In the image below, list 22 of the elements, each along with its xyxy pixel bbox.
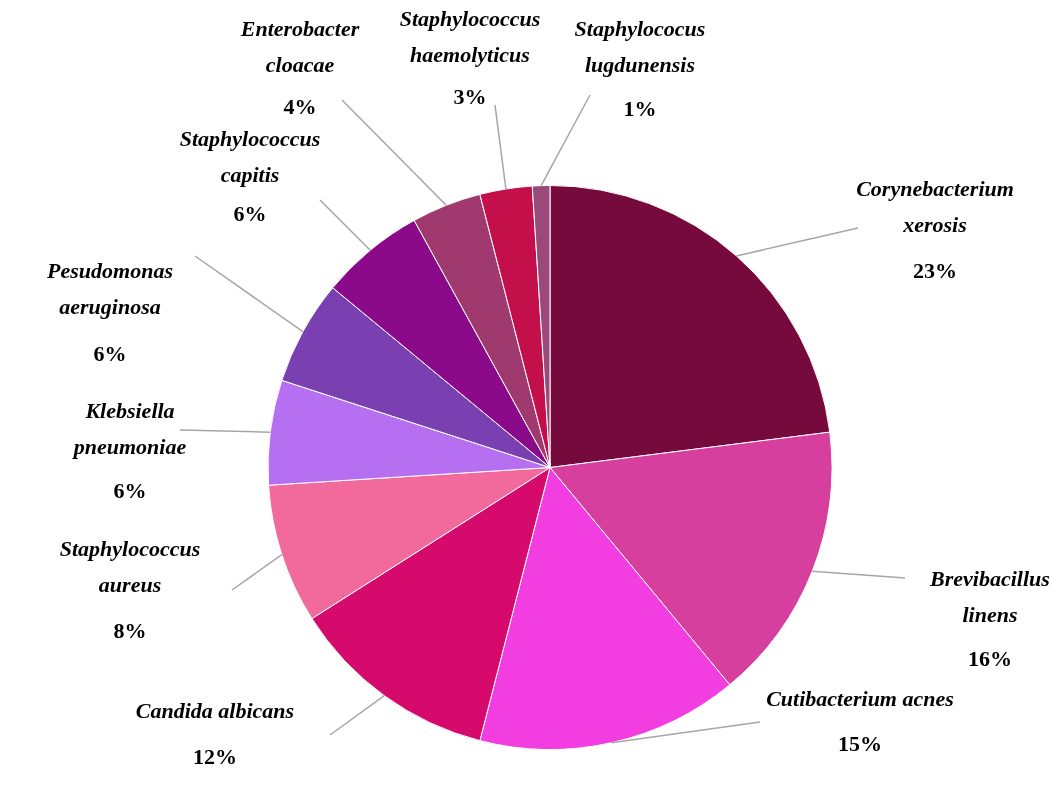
slice-label: Staphylococcus capitis xyxy=(179,125,321,187)
data-label: 6% xyxy=(113,477,147,503)
data-label: 1% xyxy=(623,95,657,121)
data-label: 8% xyxy=(113,617,147,643)
slice-label: Enterobacter cloacae xyxy=(239,15,360,77)
data-label: 16% xyxy=(968,645,1012,671)
slice-label: Klebsiella pneumoniae xyxy=(71,397,187,459)
data-label: 12% xyxy=(193,743,237,769)
slice-label: Cutibacterium acnes xyxy=(766,685,954,711)
data-label: 4% xyxy=(283,93,317,119)
slice-label: Corynebacterium xerosis xyxy=(856,175,1014,237)
slice-label: Candida albicans xyxy=(135,697,295,723)
data-label: 6% xyxy=(93,340,127,366)
slice-label: Staphylococus lugdunensis xyxy=(574,15,706,77)
slice-label: Pesudomonas aeruginosa xyxy=(46,257,173,319)
data-label: 3% xyxy=(453,83,487,109)
slice-label: Brevibacillus linens xyxy=(929,565,1050,627)
slice-label: Staphylococcus aureus xyxy=(59,535,201,597)
slice-label: Staphylococcus haemolyticus xyxy=(399,5,541,67)
data-label: 15% xyxy=(838,730,882,756)
data-label: 23% xyxy=(913,257,957,283)
data-label: 6% xyxy=(233,200,267,226)
